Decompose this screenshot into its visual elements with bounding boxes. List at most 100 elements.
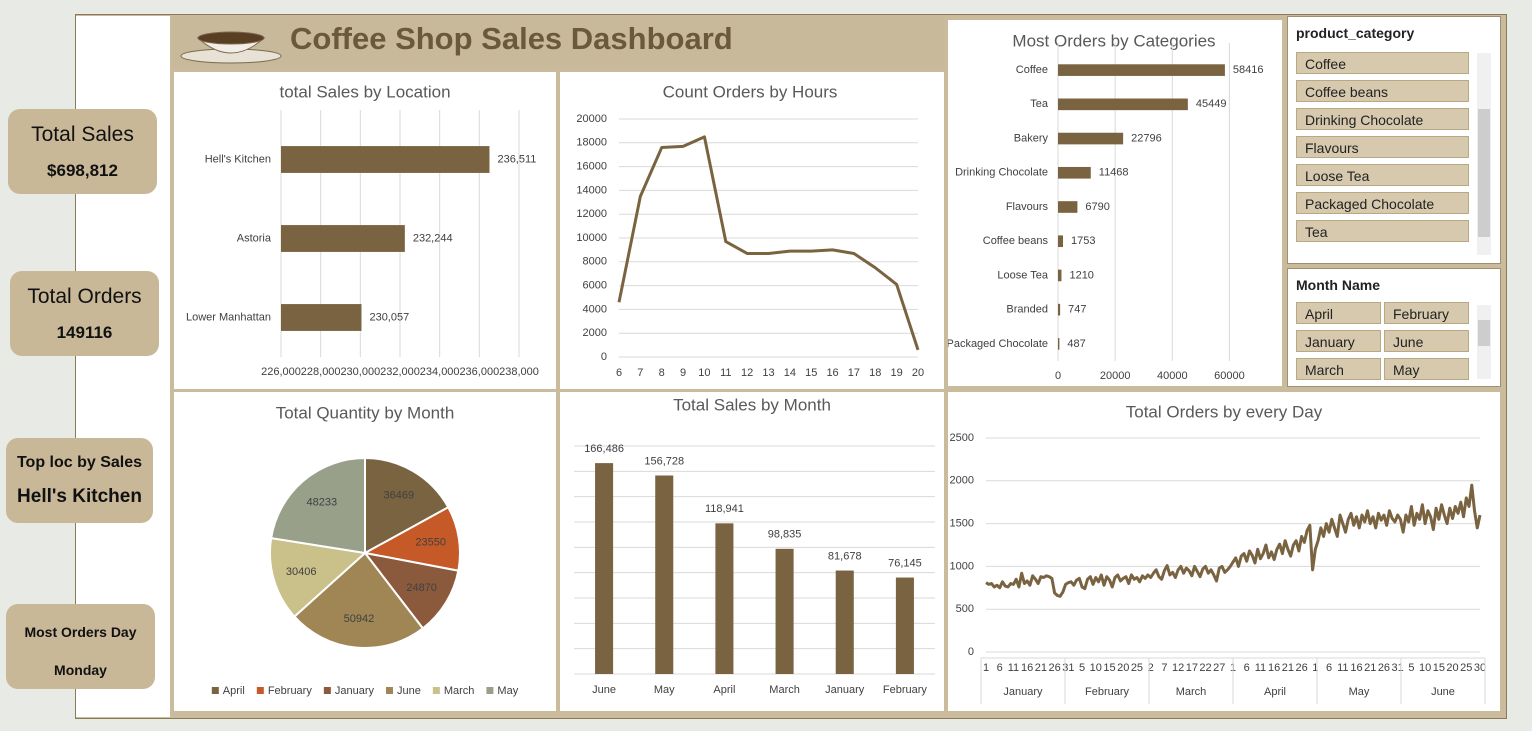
dashboard-title: Coffee Shop Sales Dashboard	[290, 21, 733, 56]
bar	[1058, 338, 1060, 350]
category-label: Bakery	[1014, 132, 1049, 144]
slicer-item[interactable]: May	[1384, 358, 1469, 380]
legend-swatch	[256, 687, 264, 694]
x-tick-label: March	[769, 684, 800, 696]
x-tick-label: 1	[983, 662, 989, 674]
x-tick-label: 10	[1419, 662, 1431, 674]
x-tick-label: 5	[1079, 662, 1085, 674]
data-label: 24870	[406, 582, 437, 594]
x-tick-label: 238,000	[499, 366, 539, 378]
slicer: Month Name April February January June March…	[1287, 268, 1501, 387]
slicer-item[interactable]: March	[1296, 358, 1381, 380]
slicer-title: Month Name	[1296, 277, 1380, 293]
slicer-item[interactable]: Drinking Chocolate	[1296, 108, 1469, 130]
kpi-card: Total Orders 149116	[10, 271, 159, 356]
slicer-item[interactable]: Packaged Chocolate	[1296, 192, 1469, 214]
kpi-value: 149116	[56, 323, 113, 342]
bar	[715, 523, 734, 674]
data-label: 156,728	[644, 455, 684, 467]
x-tick-label: 17	[1186, 662, 1198, 674]
y-tick-label: 500	[956, 603, 974, 615]
slicer-item[interactable]: June	[1384, 330, 1469, 352]
scroll-thumb[interactable]	[1478, 109, 1490, 237]
category-label: Branded	[1006, 304, 1048, 316]
x-tick-label: 12	[1172, 662, 1184, 674]
y-tick-label: 16000	[576, 161, 607, 173]
bar	[655, 475, 674, 674]
slicer-item[interactable]: Coffee	[1296, 52, 1469, 74]
x-tick-label: 13	[762, 367, 774, 379]
data-label: 81,678	[828, 550, 862, 562]
slicer-item[interactable]: January	[1296, 330, 1381, 352]
x-tick-label: 21	[1282, 662, 1294, 674]
chart-title: Most Orders by Categories	[1012, 31, 1215, 50]
x-tick-label: 6	[997, 662, 1003, 674]
slicer-item[interactable]: April	[1296, 302, 1381, 324]
x-tick-label: 16	[1021, 662, 1033, 674]
legend-label: February	[268, 685, 313, 697]
group-label: January	[1003, 686, 1043, 698]
x-tick-label: 21	[1364, 662, 1376, 674]
x-tick-label: 31	[1062, 662, 1074, 674]
kpi-label: Most Orders Day	[24, 624, 137, 640]
chart: Total Quantity by Month 36469 23550 24870 50…	[211, 403, 519, 697]
legend-label: June	[397, 685, 421, 697]
chart: Most Orders by Categories 0 20000 40000 6000…	[946, 31, 1263, 382]
y-tick-label: 0	[968, 646, 974, 658]
x-tick-label: 20	[912, 367, 924, 379]
x-tick-label: 26	[1378, 662, 1390, 674]
chart-panel: total Sales by Location 226,000 228,000 230…	[174, 72, 556, 389]
legend: April February January June March May	[211, 685, 519, 697]
x-tick-label: 232,000	[380, 366, 420, 378]
chart-panel: Total Quantity by Month 36469 23550 24870 50…	[174, 392, 556, 711]
x-tick-label: 16	[1268, 662, 1280, 674]
kpi-value: Monday	[54, 662, 107, 678]
y-tick-label: 20000	[576, 113, 607, 125]
kpi-value: $698,812	[47, 161, 118, 180]
bar	[1058, 235, 1064, 248]
bar	[895, 577, 914, 674]
x-tick-label: 10	[1090, 662, 1102, 674]
slicer-item[interactable]: Coffee beans	[1296, 80, 1469, 102]
slicer-item[interactable]: Flavours	[1296, 136, 1469, 158]
category-label: Coffee	[1016, 64, 1048, 76]
kpi-card: Total Sales $698,812	[8, 109, 157, 194]
data-label: 11468	[1099, 167, 1129, 179]
category-label: Flavours	[1006, 201, 1049, 213]
chart-panel: Count Orders by Hours 0 2000 4000 6000 8000 10…	[560, 72, 944, 389]
scrollbar[interactable]	[1477, 53, 1491, 255]
kpi-card: Top loc by Sales Hell's Kitchen	[6, 438, 153, 523]
kpi-label: Total Orders	[27, 285, 142, 308]
x-tick-label: 2	[1148, 662, 1154, 674]
x-tick-label: January	[825, 684, 865, 696]
bar	[1058, 166, 1091, 179]
kpi-value: Hell's Kitchen	[17, 486, 142, 507]
x-tick-label: 11	[720, 367, 731, 379]
x-tick-label: 27	[1213, 662, 1225, 674]
scroll-thumb[interactable]	[1478, 320, 1490, 346]
slicer-item[interactable]: Tea	[1296, 220, 1469, 242]
data-label: 236,511	[497, 153, 536, 165]
chart: Count Orders by Hours 0 2000 4000 6000 8000 10…	[576, 82, 924, 379]
x-tick-label: 20000	[1100, 370, 1131, 382]
y-tick-label: 0	[601, 351, 607, 363]
bar	[1058, 64, 1225, 76]
x-tick-label: 234,000	[420, 366, 460, 378]
legend-swatch	[211, 687, 219, 694]
x-tick-label: 31	[1392, 662, 1404, 674]
group-label: April	[1264, 686, 1286, 698]
bar	[281, 304, 362, 331]
x-tick-label: 11	[1008, 662, 1019, 674]
slicer-item[interactable]: February	[1384, 302, 1469, 324]
bar	[1058, 269, 1062, 282]
x-tick-label: May	[654, 684, 675, 696]
scrollbar[interactable]	[1477, 305, 1491, 379]
slicer-item[interactable]: Loose Tea	[1296, 164, 1469, 186]
data-label: 118,941	[705, 503, 744, 515]
pie-slice	[362, 551, 460, 630]
x-tick-label: April	[713, 684, 735, 696]
bar	[1058, 303, 1061, 316]
header: Coffee Shop Sales Dashboard	[172, 16, 944, 68]
x-tick-label: 6	[1244, 662, 1250, 674]
legend-label: May	[497, 685, 518, 697]
